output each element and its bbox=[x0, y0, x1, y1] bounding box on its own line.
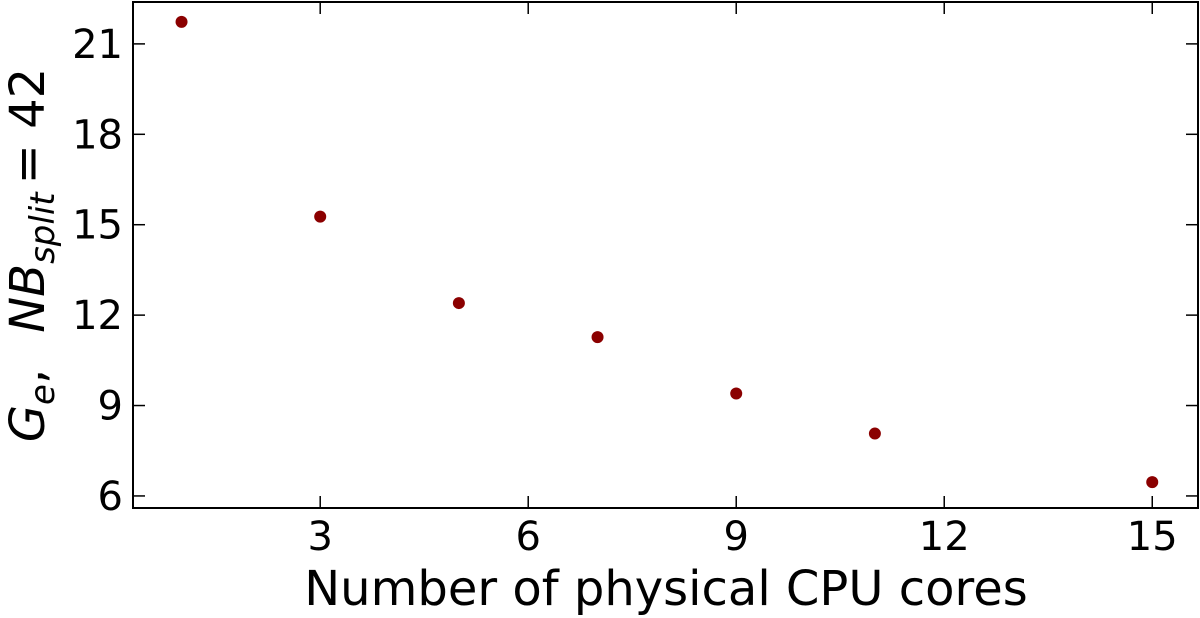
x-tick-label: 3 bbox=[307, 514, 332, 560]
plot-frame bbox=[132, 1, 1199, 509]
x-tick-label: 6 bbox=[515, 514, 540, 560]
y-tick-label: 6 bbox=[98, 474, 123, 520]
x-tick-label: 12 bbox=[919, 514, 970, 560]
point bbox=[591, 331, 604, 344]
y-tick-label: 12 bbox=[72, 293, 123, 339]
y-label-part: G bbox=[0, 405, 56, 442]
point bbox=[868, 427, 881, 440]
point bbox=[1146, 476, 1159, 489]
x-tick-label: 15 bbox=[1127, 514, 1178, 560]
y-tick-label: 21 bbox=[72, 22, 123, 68]
x-tick-label: 9 bbox=[723, 514, 748, 560]
y-tick-label: 18 bbox=[72, 112, 123, 158]
point bbox=[452, 297, 465, 310]
point bbox=[314, 210, 327, 223]
y-label-part: = 42 bbox=[0, 68, 56, 185]
x-axis-label: Number of physical CPU cores bbox=[304, 561, 1027, 617]
y-tick-label: 15 bbox=[72, 203, 123, 249]
y-label-part: NB bbox=[0, 264, 56, 333]
y-tick-label: 9 bbox=[98, 384, 123, 430]
y-label-part: , bbox=[0, 369, 56, 384]
y-label-part: split bbox=[23, 191, 63, 264]
point bbox=[730, 387, 743, 400]
y-axis-label: Ge, NBsplit = 42 bbox=[0, 68, 63, 442]
y-label-part: e bbox=[23, 384, 63, 405]
point bbox=[175, 15, 188, 28]
